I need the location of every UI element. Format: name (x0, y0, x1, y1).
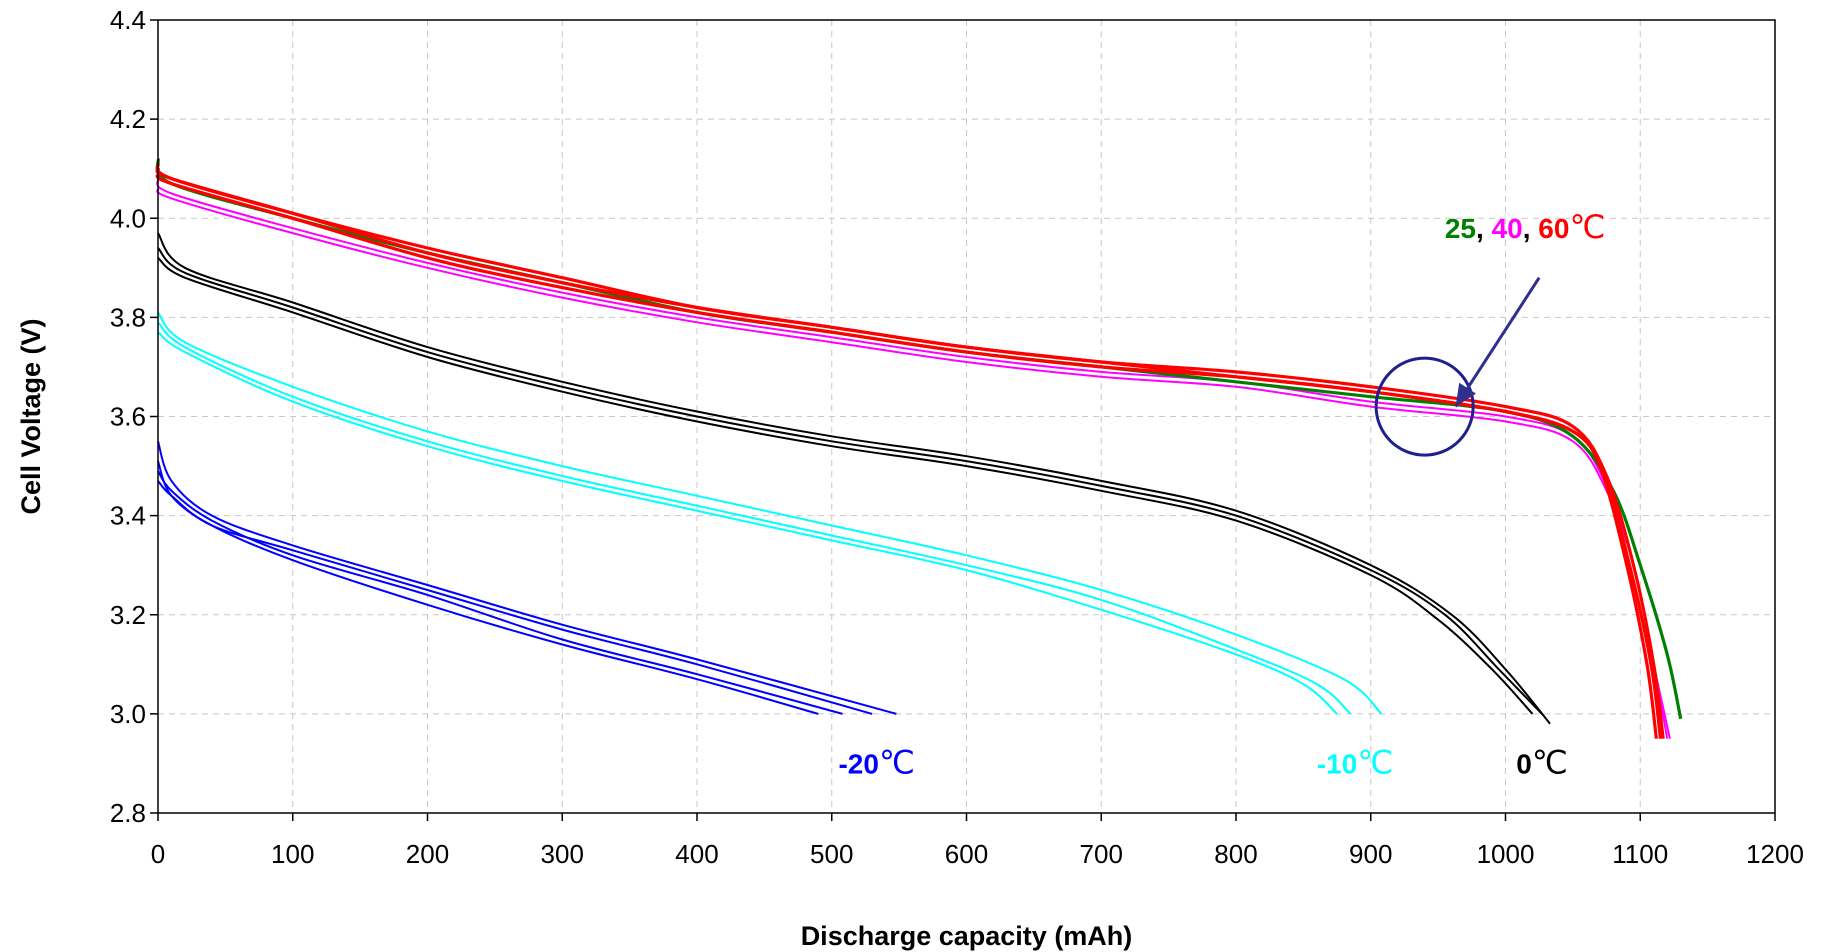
y-tick-label: 4.0 (110, 203, 146, 233)
label-minus20: -20℃ (838, 744, 914, 780)
grid-lines (158, 20, 1775, 813)
label-high-temps-part: 60 (1538, 213, 1569, 244)
x-tick-label: 200 (406, 839, 449, 869)
y-tick-label: 3.6 (110, 402, 146, 432)
series-line-minus10 (157, 331, 1338, 715)
series-line-40 (156, 187, 1671, 739)
x-tick-label: 100 (271, 839, 314, 869)
x-axis-ticks: 0 100 200 300 400 500 600 700 800 900 1000 1100 1200 (151, 813, 1804, 869)
x-tick-label: 1200 (1746, 839, 1804, 869)
x-tick-label: 900 (1349, 839, 1392, 869)
x-tick-label: 700 (1080, 839, 1123, 869)
label-minus10-unit: ℃ (1357, 744, 1393, 780)
x-axis-title: Discharge capacity (mAh) (801, 921, 1133, 951)
y-tick-label: 3.8 (110, 302, 146, 332)
x-tick-label: 800 (1214, 839, 1257, 869)
series-line-minus20 (157, 460, 819, 715)
label-high-temps-part: 40 (1492, 213, 1523, 244)
label-high-temps-part: , (1476, 213, 1492, 244)
y-axis-ticks: 2.8 3.0 3.2 3.4 3.6 3.8 4.0 4.2 4.4 (110, 5, 158, 828)
label-high-temps-part: , (1523, 213, 1539, 244)
x-tick-label: 0 (151, 839, 165, 869)
series-line-60 (155, 172, 1658, 739)
x-tick-label: 500 (810, 839, 853, 869)
y-tick-label: 4.4 (110, 5, 146, 35)
label-high-temps-part: ℃ (1569, 209, 1605, 245)
annotations: -20℃ -10℃ 0℃25, 40, 60℃ (838, 209, 1605, 780)
label-minus10: -10℃ (1317, 744, 1393, 780)
label-zero-value: 0 (1516, 748, 1532, 779)
series-line-0 (157, 247, 1543, 715)
label-minus20-unit: ℃ (879, 744, 915, 780)
label-zero-unit: ℃ (1532, 744, 1568, 780)
y-axis-title: Cell Voltage (V) (16, 318, 46, 514)
series-line-minus20 (157, 440, 897, 715)
series-line-minus10 (157, 311, 1383, 715)
arrow-shaft (1454, 276, 1541, 408)
y-tick-label: 3.4 (110, 501, 146, 531)
y-tick-label: 4.2 (110, 104, 146, 134)
y-tick-label: 2.8 (110, 798, 146, 828)
x-tick-label: 600 (945, 839, 988, 869)
series-line-0 (157, 232, 1551, 725)
series-line-minus20 (157, 470, 843, 715)
series-line-60 (155, 162, 1665, 739)
y-tick-label: 3.0 (110, 699, 146, 729)
label-minus10-value: -10 (1317, 748, 1357, 779)
arrow-head (1455, 382, 1477, 407)
y-tick-label: 3.2 (110, 600, 146, 630)
x-tick-label: 1100 (1612, 839, 1668, 869)
series-line-minus10 (157, 321, 1352, 715)
label-high-temps-part: 25 (1445, 213, 1476, 244)
series-line-minus20 (157, 480, 873, 715)
label-high-temps: 25, 40, 60℃ (1445, 209, 1606, 245)
x-tick-label: 400 (675, 839, 718, 869)
highlight-circle (1374, 356, 1475, 457)
series-line-0 (157, 257, 1534, 715)
series-lines (155, 158, 1683, 739)
label-minus20-value: -20 (838, 748, 878, 779)
label-zero: 0℃ (1516, 744, 1568, 780)
x-tick-label: 1000 (1477, 839, 1535, 869)
x-tick-label: 300 (541, 839, 584, 869)
